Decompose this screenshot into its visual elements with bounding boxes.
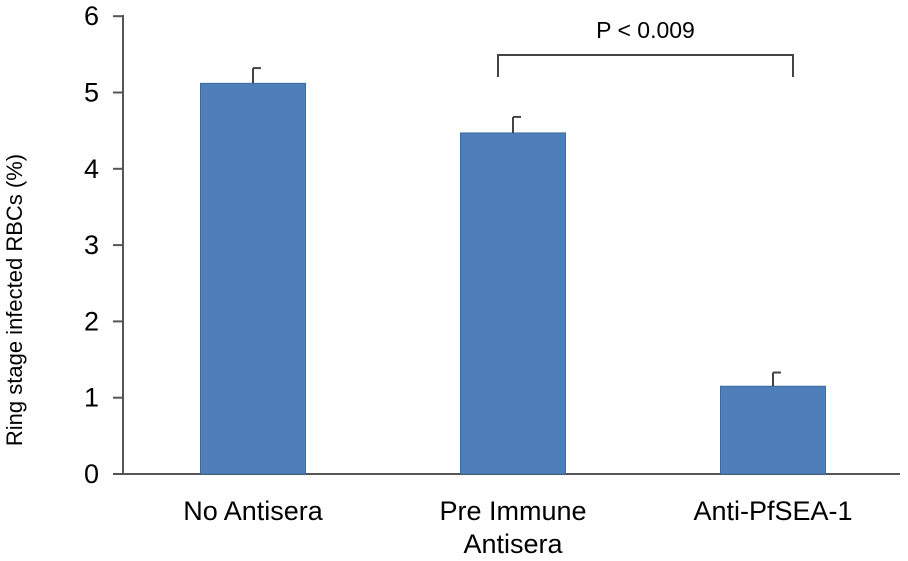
category-labels: No Antisera Pre Immune Antisera Anti-PfSEA-…	[183, 496, 852, 559]
significance-bracket	[497, 54, 794, 77]
y-axis-title: Ring stage infected RBCs (%)	[2, 154, 27, 446]
y-tick-label: 2	[84, 306, 99, 336]
y-tick-label: 1	[84, 383, 99, 413]
bar	[200, 82, 306, 475]
y-tick-label: 3	[84, 230, 99, 260]
x-category-label: No Antisera	[183, 496, 324, 526]
y-tick-label: 5	[84, 78, 99, 108]
significance-annotation: P < 0.009	[497, 17, 794, 77]
y-tick-label: 0	[84, 459, 99, 489]
x-category-label-line: Pre Immune	[439, 496, 586, 526]
y-tick-label: 4	[84, 154, 99, 184]
bar	[720, 385, 826, 475]
bar	[460, 132, 566, 475]
x-category-label-line: Antisera	[463, 529, 563, 559]
x-category-label-line: No Antisera	[183, 496, 324, 526]
x-category-label: Pre Immune Antisera	[439, 496, 586, 559]
y-axis: 0 1 2 3 4 5 6	[84, 1, 124, 489]
y-ticks: 0 1 2 3 4 5 6	[84, 1, 123, 489]
x-category-label: Anti-PfSEA-1	[693, 496, 852, 526]
y-tick-label: 6	[84, 1, 99, 31]
significance-label: P < 0.009	[596, 17, 695, 43]
x-category-label-line: Anti-PfSEA-1	[693, 496, 852, 526]
bars	[200, 67, 826, 475]
